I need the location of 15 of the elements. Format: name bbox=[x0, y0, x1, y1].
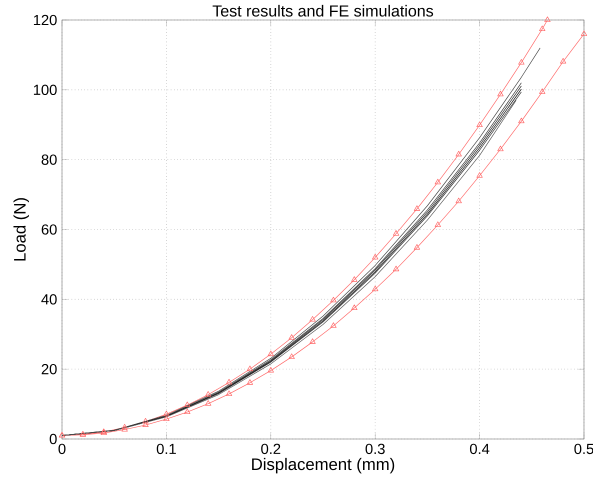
y-tick-label: 100 bbox=[34, 84, 57, 96]
x-tick-label: 0.4 bbox=[470, 444, 490, 454]
chart-title: Test results and FE simulations bbox=[212, 4, 434, 17]
x-tick-label: 0 bbox=[58, 444, 66, 454]
y-tick-label: 20 bbox=[42, 364, 57, 374]
x-tick-label: 0.2 bbox=[261, 444, 280, 454]
x-axis-title: Displacement (mm) bbox=[252, 458, 394, 474]
y-tick-label: 120 bbox=[34, 14, 57, 26]
y-tick-label: 40 bbox=[41, 294, 57, 305]
y-tick-label: 60 bbox=[42, 224, 57, 235]
y-axis-title: Load (N) bbox=[13, 198, 30, 261]
y-tick-label: 0 bbox=[50, 434, 57, 444]
x-tick-label: 0.3 bbox=[366, 444, 385, 454]
x-tick-label: 0.1 bbox=[156, 444, 176, 454]
y-tick-label: 80 bbox=[42, 154, 57, 165]
